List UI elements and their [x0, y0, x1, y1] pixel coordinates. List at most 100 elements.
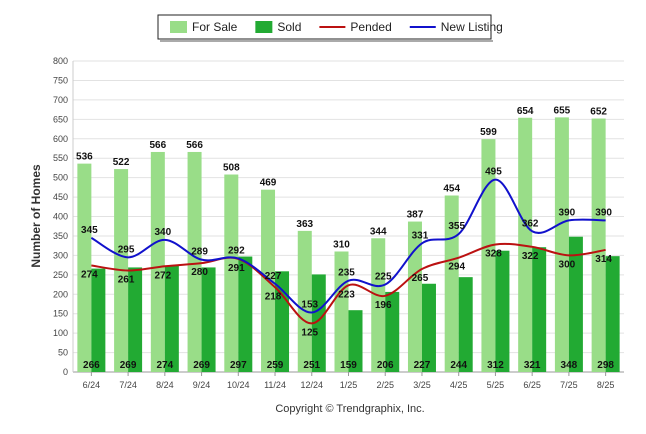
label-pended: 261	[118, 275, 135, 286]
legend-label-sold: Sold	[277, 20, 301, 34]
label-new-listing: 390	[595, 207, 612, 218]
bar-sold	[311, 274, 326, 372]
legend: For Sale Sold Pended New Listing	[157, 14, 503, 42]
label-pended: 272	[154, 270, 171, 281]
x-tick-label: 7/24	[119, 380, 137, 390]
bar-for-sale	[224, 174, 239, 372]
x-tick-label: 11/24	[264, 380, 286, 390]
label-new-listing: 340	[154, 227, 171, 238]
label-sold: 348	[561, 360, 578, 371]
y-tick-label: 100	[53, 328, 68, 338]
y-tick-label: 700	[53, 95, 68, 105]
label-new-listing: 153	[301, 300, 318, 311]
label-pended: 294	[448, 262, 465, 273]
bar-sold	[91, 268, 106, 372]
label-new-listing: 362	[522, 218, 539, 229]
label-for-sale: 655	[554, 105, 571, 116]
x-tick-label: 6/25	[523, 380, 541, 390]
label-new-listing: 295	[118, 244, 135, 255]
legend-label-for-sale: For Sale	[192, 20, 238, 34]
bar-sold	[421, 283, 436, 372]
label-sold: 297	[230, 360, 247, 371]
bar-sold	[128, 267, 143, 372]
bar-for-sale	[554, 117, 569, 373]
y-tick-label: 600	[53, 134, 68, 144]
label-sold: 259	[267, 360, 284, 371]
label-new-listing: 495	[485, 167, 502, 178]
x-tick-label: 8/25	[597, 380, 615, 390]
label-sold: 269	[120, 360, 137, 371]
bar-sold	[201, 267, 216, 372]
label-for-sale: 566	[149, 140, 166, 151]
data-labels: 536 266 522 269 566 274 566 269 508 297 469 259 363 2…	[76, 105, 614, 371]
y-tick-label: 250	[53, 270, 68, 280]
y-tick-label: 800	[53, 56, 68, 66]
label-new-listing: 292	[228, 245, 245, 256]
label-sold: 159	[340, 360, 357, 371]
label-new-listing: 345	[81, 225, 98, 236]
series-lines	[90, 178, 606, 325]
x-tick-label: 6/24	[83, 380, 101, 390]
label-new-listing: 355	[448, 221, 465, 232]
label-for-sale: 566	[186, 140, 203, 151]
bar-sold	[458, 277, 473, 372]
label-new-listing: 235	[338, 268, 355, 279]
bar-for-sale	[591, 118, 606, 372]
label-new-listing: 289	[191, 247, 208, 258]
label-sold: 206	[377, 360, 394, 371]
label-pended: 328	[485, 248, 502, 259]
label-pended: 314	[595, 254, 612, 265]
legend-label-new-listing: New Listing	[441, 20, 503, 34]
label-sold: 298	[597, 360, 614, 371]
legend-swatch-for-sale	[170, 21, 187, 33]
bar-for-sale	[371, 238, 386, 372]
label-sold: 244	[450, 360, 467, 371]
y-axis-ticks: 0 50 100 150 200 250 300 350 400 450 500 550 600 650 7…	[53, 56, 68, 377]
x-tick-label: 7/25	[560, 380, 578, 390]
label-sold: 269	[193, 360, 210, 371]
y-tick-label: 650	[53, 114, 68, 124]
x-tick-label: 10/24	[227, 380, 250, 390]
bar-sold	[568, 236, 583, 372]
label-pended: 300	[559, 259, 576, 270]
label-pended: 223	[338, 289, 355, 300]
line-pended	[91, 242, 606, 325]
y-tick-label: 0	[63, 367, 68, 377]
label-sold: 266	[83, 360, 100, 371]
bar-sold	[348, 310, 363, 372]
label-pended: 218	[265, 291, 282, 302]
y-tick-label: 50	[58, 348, 68, 358]
y-tick-label: 200	[53, 289, 68, 299]
label-for-sale: 310	[333, 239, 350, 250]
line-new-listing	[90, 178, 606, 314]
bar-sold	[238, 256, 253, 372]
label-new-listing: 225	[375, 272, 392, 283]
y-tick-label: 750	[53, 75, 68, 85]
label-pended: 196	[375, 300, 392, 311]
label-sold: 312	[487, 360, 504, 371]
label-pended: 322	[522, 251, 539, 262]
label-pended: 280	[191, 267, 208, 278]
label-for-sale: 508	[223, 163, 240, 174]
x-tick-label: 5/25	[487, 380, 505, 390]
x-tick-label: 4/25	[450, 380, 468, 390]
label-for-sale: 344	[370, 226, 387, 237]
bar-sold	[495, 250, 510, 372]
label-for-sale: 387	[407, 210, 424, 221]
y-tick-label: 150	[53, 309, 68, 319]
y-tick-label: 450	[53, 192, 68, 202]
label-new-listing: 331	[412, 230, 429, 241]
label-sold: 274	[156, 360, 173, 371]
legend-swatch-sold	[255, 21, 273, 33]
bar-for-sale	[187, 151, 202, 372]
bar-sold	[385, 291, 400, 372]
label-for-sale: 363	[296, 219, 313, 230]
y-tick-label: 300	[53, 250, 68, 260]
label-pended: 265	[412, 273, 429, 284]
y-tick-label: 500	[53, 173, 68, 183]
label-for-sale: 652	[590, 107, 607, 118]
label-sold: 321	[524, 360, 541, 371]
x-tick-label: 12/24	[301, 380, 324, 390]
x-tick-label: 2/25	[376, 380, 394, 390]
